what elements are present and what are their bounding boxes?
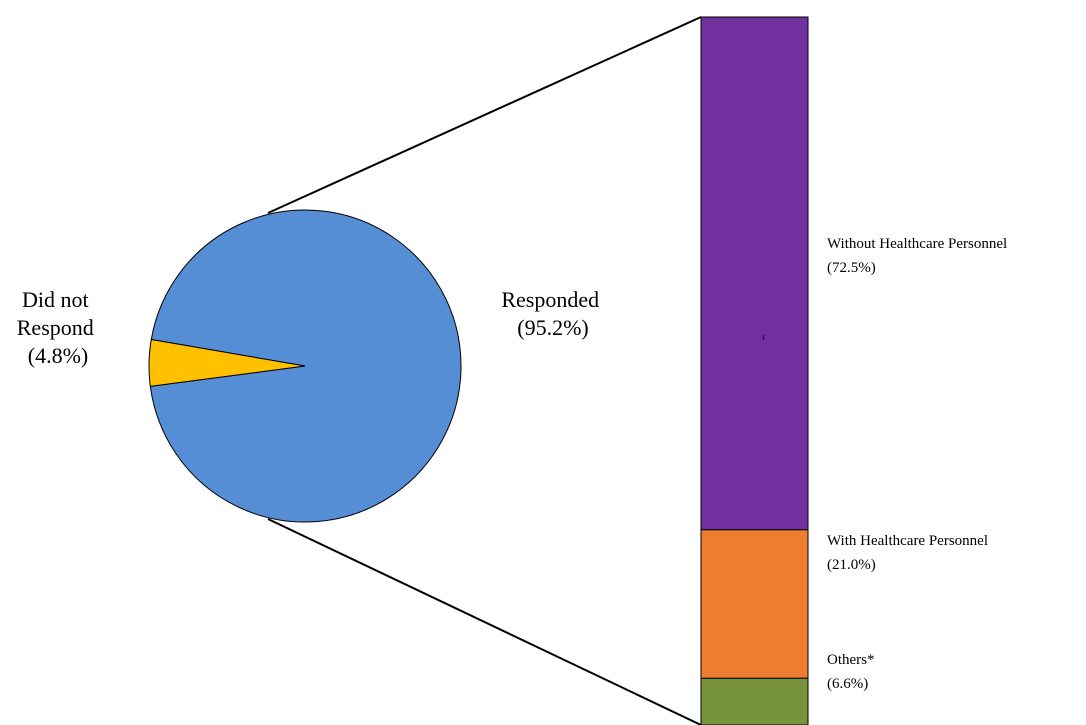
pie-label-did-not-respond-line-2: Respond <box>17 315 94 340</box>
bar-segment-2 <box>700 677 809 725</box>
bar-label-without-healthcare-personnel: Without Healthcare Personnel (72.5%) <box>827 236 1011 276</box>
bar-label-with-healthcare-personnel: With Healthcare Personnel (21.0%) <box>827 533 992 573</box>
bar-labels: Without Healthcare Personnel (72.5%) Wit… <box>827 236 1011 692</box>
bar-label-without-line-1: Without Healthcare Personnel <box>827 236 1007 252</box>
stacked-bar <box>700 16 809 725</box>
pie-label-responded-line-1: Responded <box>501 287 599 312</box>
pie-label-did-not-respond-line-1: Did not <box>22 287 89 312</box>
bar-label-others-line-2: (6.6%) <box>827 676 868 692</box>
bar-inner-mark: 1 <box>762 334 766 342</box>
bar-label-with-line-1: With Healthcare Personnel <box>827 533 988 549</box>
bar-label-with-line-2: (21.0%) <box>827 557 876 573</box>
pie-label-did-not-respond: Did not Respond (4.8%) <box>17 287 100 368</box>
pie-label-responded-line-2: (95.2%) <box>517 315 588 340</box>
pie-slice-responded <box>149 209 462 523</box>
pie <box>148 209 462 523</box>
bar-segment-1 <box>700 529 809 679</box>
bar-label-others-line-1: Others* <box>827 652 875 668</box>
bar-label-without-line-2: (72.5%) <box>827 260 876 276</box>
connector-line-top <box>267 16 702 214</box>
bar-label-others: Others* (6.6%) <box>827 652 878 692</box>
bar-segment-0 <box>700 16 809 531</box>
pie-slice-did-not-respond <box>148 338 306 387</box>
pie-labels: Responded (95.2%) Did not Respond (4.8%) <box>17 287 604 368</box>
pie-label-responded: Responded (95.2%) <box>501 287 604 340</box>
pie-label-did-not-respond-line-3: (4.8%) <box>28 343 88 368</box>
connector-line-bottom <box>267 518 702 725</box>
connector-lines <box>267 16 702 725</box>
